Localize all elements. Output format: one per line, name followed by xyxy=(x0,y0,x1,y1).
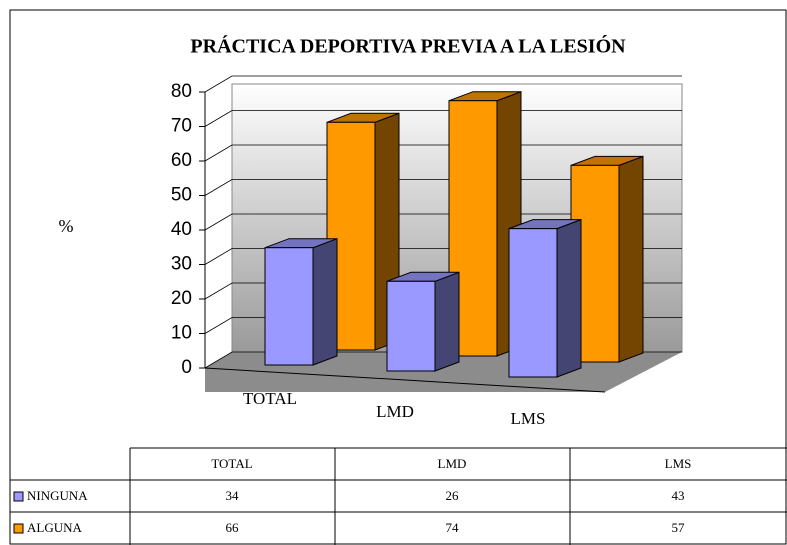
table-header: LMD xyxy=(438,456,467,471)
data-table: TOTAL LMD LMS NINGUNA 34 26 43 ALGUNA 66 74 57 xyxy=(10,447,787,545)
y-tick-label: 30 xyxy=(171,254,192,275)
bar-front xyxy=(386,280,436,372)
y-tick-label: 80 xyxy=(171,81,192,102)
y-tick-label: 10 xyxy=(171,323,192,344)
y-tick-label: 50 xyxy=(171,185,192,206)
x-tick-label: LMS xyxy=(511,409,546,428)
legend-label: ALGUNA xyxy=(27,520,82,535)
table-cell: 43 xyxy=(672,488,685,503)
table-cell: 57 xyxy=(672,520,686,535)
grid-line xyxy=(204,144,682,162)
bar-front xyxy=(508,228,558,378)
bars xyxy=(264,90,644,378)
legend-label: NINGUNA xyxy=(27,488,88,503)
y-tick-label: 20 xyxy=(171,288,192,309)
bar xyxy=(570,155,644,363)
y-tick-label: 60 xyxy=(171,150,192,171)
table-cell: 74 xyxy=(446,520,460,535)
grid-line xyxy=(204,110,682,127)
legend-swatch xyxy=(13,491,24,502)
table-header: TOTAL xyxy=(211,456,252,471)
table-header: LMS xyxy=(665,456,692,471)
frame xyxy=(9,9,787,545)
table-cell: 34 xyxy=(226,488,240,503)
grid-line xyxy=(204,179,682,196)
y-axis-label: % xyxy=(59,216,74,236)
x-tick-label: TOTAL xyxy=(243,389,297,408)
bar-side xyxy=(556,218,582,378)
bar-front xyxy=(264,247,314,366)
legend-swatch xyxy=(13,523,24,534)
bar-side xyxy=(312,237,338,366)
bar xyxy=(386,271,460,372)
y-tick-label: 70 xyxy=(171,116,192,137)
grid-line xyxy=(204,75,682,93)
y-tick-label: 40 xyxy=(171,219,192,240)
y-tick-label: 0 xyxy=(181,357,192,378)
x-axis xyxy=(204,367,606,393)
bar xyxy=(508,218,582,378)
table-cell: 26 xyxy=(446,488,460,503)
bar-side xyxy=(618,155,644,363)
grid-line xyxy=(204,213,682,231)
x-tick-label: LMD xyxy=(376,402,414,421)
table-cell: 66 xyxy=(226,520,240,535)
bar-side xyxy=(434,271,460,372)
bar xyxy=(264,237,338,366)
chart-title: PRÁCTICA DEPORTIVA PREVIA A LA LESIÓN xyxy=(190,34,626,58)
